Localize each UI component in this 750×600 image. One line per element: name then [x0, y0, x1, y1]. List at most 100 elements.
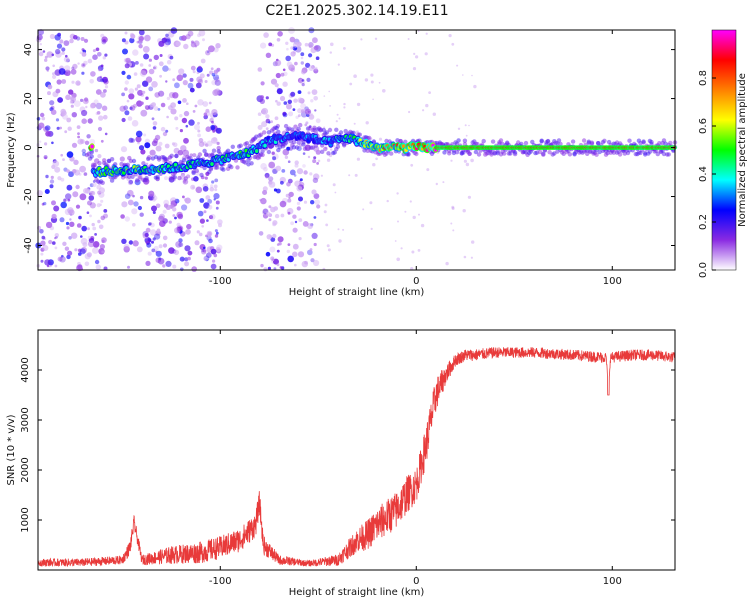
heatmap-cell	[173, 249, 180, 256]
heatmap-cell	[184, 197, 191, 204]
heatmap-cell	[189, 87, 195, 93]
heatmap-cell	[288, 111, 294, 117]
heatmap-cell	[197, 99, 204, 106]
heatmap-cell	[103, 114, 108, 120]
heatmap-y-tick-label: 20	[23, 92, 34, 105]
heatmap-cell	[97, 154, 102, 159]
heatmap-cell	[87, 235, 92, 240]
heatmap-cell	[211, 120, 214, 124]
heatmap-cell	[307, 110, 310, 114]
heatmap-cell	[464, 124, 467, 127]
heatmap-cell	[266, 211, 271, 217]
heatmap-cell	[365, 121, 369, 125]
heatmap-cell	[168, 247, 175, 254]
heatmap-cell	[144, 142, 151, 149]
heatmap-cell	[198, 65, 202, 70]
heatmap-cell	[154, 233, 161, 240]
heatmap-cell	[257, 112, 262, 116]
heatmap-cell	[157, 257, 165, 265]
heatmap-cell	[570, 139, 576, 144]
heatmap-cell	[305, 62, 311, 68]
heatmap-cell	[66, 226, 70, 230]
heatmap-cell	[98, 248, 105, 255]
heatmap-cell	[320, 149, 325, 154]
heatmap-cell	[40, 112, 45, 118]
heatmap-cell	[198, 232, 203, 237]
heatmap-cell	[209, 215, 214, 220]
heatmap-cell	[44, 125, 51, 131]
heatmap-cell	[457, 127, 461, 130]
heatmap-cell	[54, 233, 59, 238]
heatmap-cell	[378, 137, 383, 141]
heatmap-cell	[412, 215, 416, 220]
heatmap-cell	[270, 256, 275, 261]
colorbar-gradient	[711, 29, 737, 271]
heatmap-cell	[303, 170, 308, 175]
heatmap-cell	[122, 48, 128, 55]
heatmap-cell	[273, 206, 279, 211]
heatmap-cell	[69, 221, 75, 227]
heatmap-cell	[290, 221, 294, 226]
heatmap-cell	[289, 36, 296, 43]
heatmap-cell	[64, 69, 71, 77]
heatmap-cell	[164, 143, 170, 149]
heatmap-cell	[308, 65, 315, 71]
heatmap-cell	[158, 90, 165, 97]
heatmap-cell	[123, 243, 130, 250]
heatmap-cell	[151, 205, 157, 212]
heatmap-cell	[287, 243, 291, 247]
heatmap-cell	[336, 113, 339, 116]
heatmap-cell	[142, 46, 150, 53]
heatmap-cell	[327, 127, 333, 133]
heatmap-cell	[266, 149, 272, 155]
heatmap-cell	[72, 63, 78, 70]
heatmap-cell	[203, 210, 207, 214]
heatmap-cell	[145, 76, 153, 83]
heatmap-cells	[35, 27, 678, 272]
heatmap-cell	[121, 201, 128, 208]
heatmap-cell	[369, 201, 373, 205]
heatmap-cell	[299, 178, 303, 182]
heatmap-cell	[343, 102, 346, 106]
heatmap-cell	[139, 70, 147, 77]
heatmap-cell	[158, 215, 165, 222]
heatmap-cell	[74, 100, 81, 107]
heatmap-cell	[382, 89, 386, 93]
heatmap-cell	[183, 137, 189, 144]
heatmap-cell	[299, 181, 305, 188]
heatmap-cell	[140, 109, 148, 117]
heatmap-cell	[190, 65, 196, 71]
heatmap-cell	[278, 242, 282, 246]
heatmap-cell	[353, 74, 357, 78]
heatmap-cell	[425, 32, 428, 35]
heatmap-cell	[172, 214, 176, 217]
heatmap-cell	[462, 138, 468, 143]
heatmap-cell	[102, 56, 107, 60]
heatmap-cell	[280, 72, 285, 77]
heatmap-cell	[283, 101, 288, 105]
heatmap-cell	[313, 156, 317, 160]
heatmap-cell	[183, 110, 190, 117]
heatmap-cell	[303, 200, 308, 204]
heatmap-cell	[92, 241, 100, 248]
heatmap-cell	[127, 189, 134, 197]
heatmap-cell	[70, 104, 74, 108]
heatmap-cell	[292, 214, 297, 219]
heatmap-cell	[158, 40, 165, 47]
heatmap-cell	[279, 200, 287, 208]
heatmap-cell	[286, 182, 291, 187]
heatmap-cell	[302, 221, 309, 227]
heatmap-cell	[197, 121, 200, 125]
heatmap-cell	[174, 82, 180, 89]
heatmap-cell	[213, 47, 219, 53]
heatmap-cell	[185, 34, 191, 40]
heatmap-cell	[263, 32, 269, 38]
heatmap-cell	[229, 164, 234, 170]
heatmap-cell	[51, 213, 57, 219]
heatmap-cell	[123, 246, 130, 253]
heatmap-cell	[467, 195, 471, 199]
heatmap-cell	[276, 101, 281, 106]
heatmap-cell	[67, 250, 73, 256]
heatmap-cell	[259, 95, 265, 100]
heatmap-cell	[139, 63, 144, 67]
